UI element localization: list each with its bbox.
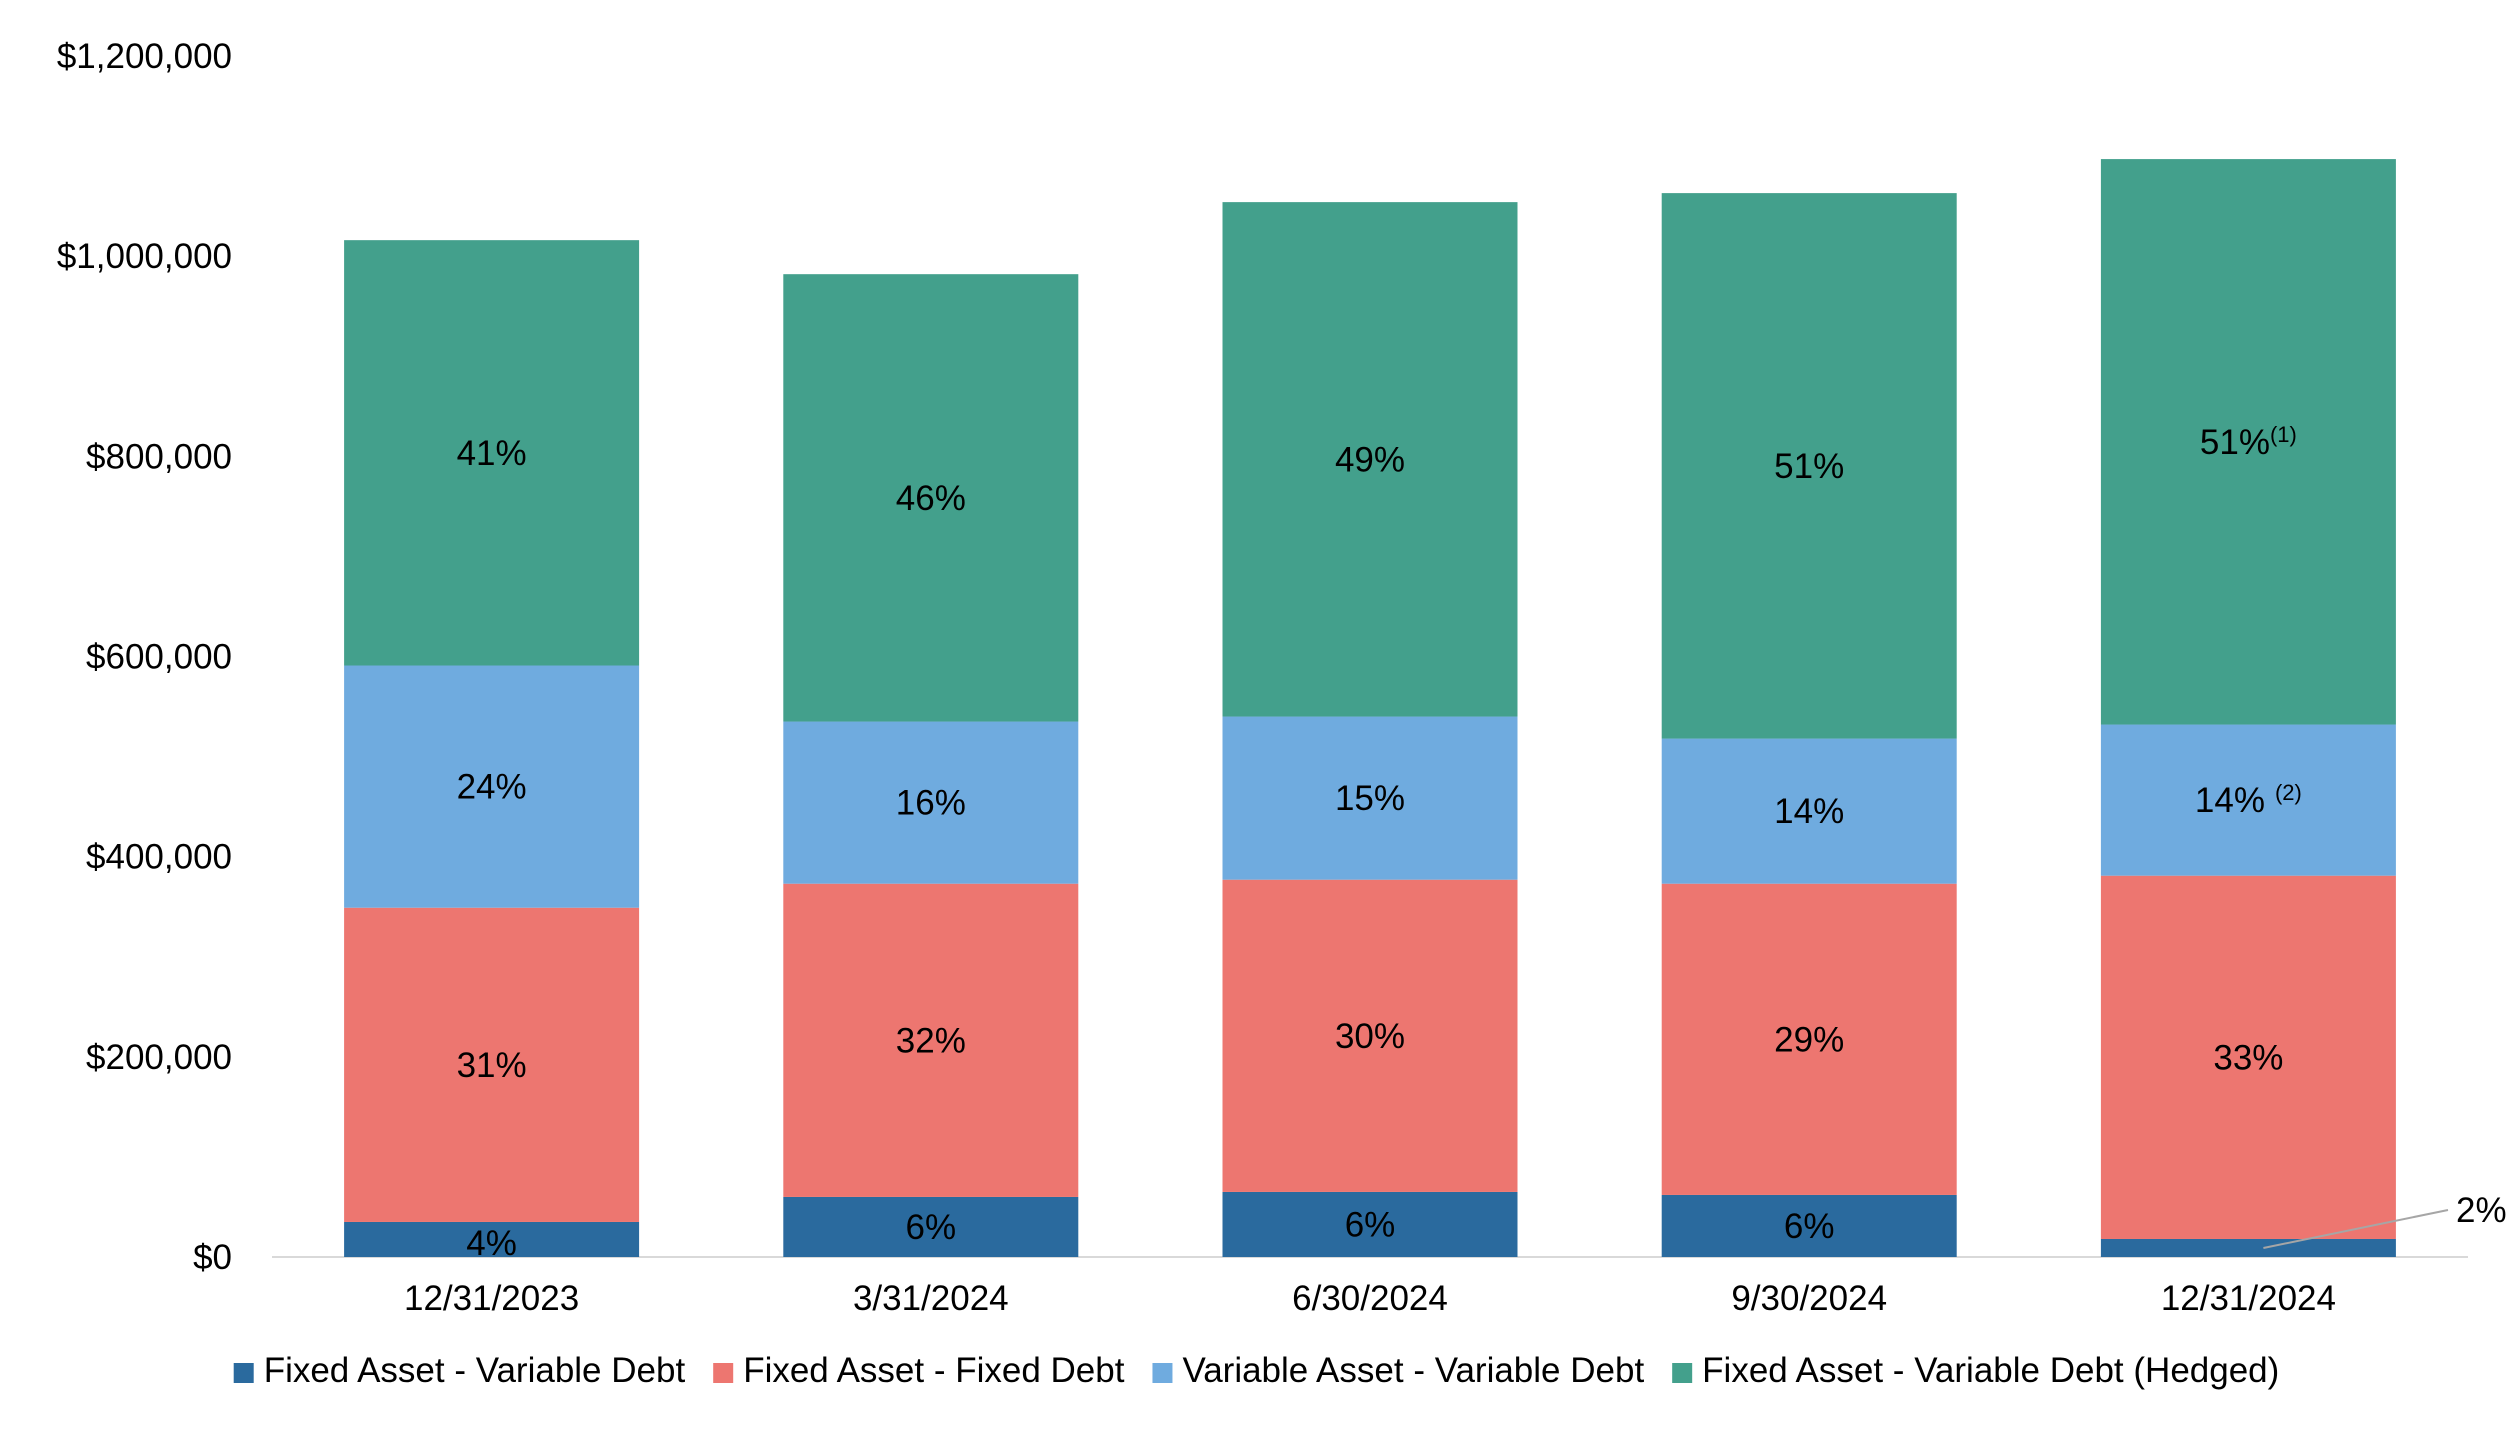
legend-swatch xyxy=(233,1363,254,1383)
bar-segment xyxy=(1661,883,1957,1195)
x-tick-label: 9/30/2024 xyxy=(1731,1279,1887,1318)
segment-label-value: 6% xyxy=(1345,1205,1396,1244)
segment-label-value: 15% xyxy=(1335,779,1405,818)
bar-segment xyxy=(783,1196,1079,1257)
legend-item: Fixed Asset - Fixed Debt xyxy=(713,1351,1125,1390)
bar-segment xyxy=(783,883,1079,1197)
bar-segment xyxy=(783,274,1079,722)
legend-item: Fixed Asset - Variable Debt xyxy=(233,1351,686,1390)
bar-segment xyxy=(1222,716,1518,880)
y-tick-label: $1,200,000 xyxy=(57,37,232,76)
bar-segment xyxy=(1661,738,1957,884)
segment-label-value: 4% xyxy=(466,1224,517,1263)
bars: 4% 31% 24% 41% 6% 32% 16% 46% 6% 30% 15% 49% 6% 29% 14… xyxy=(344,159,2396,1263)
segment-label-value: 24% xyxy=(457,768,527,807)
segment-label: 14% (2) xyxy=(2195,780,2302,820)
segment-label: 14% xyxy=(1774,792,1844,831)
legend: Fixed Asset - Variable Debt Fixed Asset -… xyxy=(233,1351,2279,1390)
x-tick-label: 12/31/2023 xyxy=(404,1279,579,1318)
segment-label-value: 33% xyxy=(2213,1038,2283,1077)
bar-segment xyxy=(2100,1238,2396,1257)
segment-label: 24% xyxy=(457,768,527,807)
legend-label: Fixed Asset - Variable Debt (Hedged) xyxy=(1702,1351,2279,1390)
bar-segment xyxy=(1222,202,1518,717)
y-axis-ticks: $0 $200,000 $400,000 $600,000 $800,000 $1,000… xyxy=(57,37,232,1277)
segment-label: 32% xyxy=(896,1021,966,1060)
y-tick-label: $400,000 xyxy=(86,838,232,877)
annotations: 2% xyxy=(2263,1191,2507,1249)
legend-label: Fixed Asset - Fixed Debt xyxy=(743,1351,1125,1390)
segment-label: 51% xyxy=(1774,447,1844,486)
segment-label-value: 41% xyxy=(457,434,527,473)
legend-swatch xyxy=(713,1363,734,1383)
bar-segment xyxy=(2100,724,2396,876)
segment-label: 30% xyxy=(1335,1017,1405,1056)
y-tick-label: $1,000,000 xyxy=(57,237,232,276)
bar-segment xyxy=(344,665,640,908)
bar-segment xyxy=(344,907,640,1222)
bar-stack: 33% 14% (2) 51%(1) xyxy=(2100,159,2396,1257)
x-tick-label: 12/31/2024 xyxy=(2161,1279,2336,1318)
footnote-marker: (2) xyxy=(2275,780,2302,805)
segment-label-value: 29% xyxy=(1774,1020,1844,1059)
segment-label: 31% xyxy=(457,1046,527,1085)
segment-label: 16% xyxy=(896,784,966,823)
bar-segment xyxy=(2100,159,2396,725)
segment-label-value: 32% xyxy=(896,1021,966,1060)
x-axis-ticks: 12/31/2023 3/31/2024 6/30/2024 9/30/2024 12/… xyxy=(404,1279,2336,1318)
segment-label: 6% xyxy=(1345,1205,1396,1244)
bar-segment xyxy=(1661,1194,1957,1257)
bar-segment xyxy=(1222,879,1518,1192)
segment-label: 4% xyxy=(466,1224,517,1263)
segment-label-value: 14% xyxy=(1774,792,1844,831)
footnote-marker: (1) xyxy=(2270,422,2297,447)
segment-label-value: 14% xyxy=(2195,781,2265,820)
segment-label: 49% xyxy=(1335,440,1405,479)
segment-label: 15% xyxy=(1335,779,1405,818)
bar-stack: 6% 30% 15% 49% xyxy=(1222,202,1518,1257)
y-tick-label: $0 xyxy=(193,1238,232,1277)
bar-segment xyxy=(1661,193,1957,739)
bar-segment xyxy=(783,721,1079,884)
segment-label: 29% xyxy=(1774,1020,1844,1059)
segment-label: 6% xyxy=(906,1208,957,1247)
x-tick-label: 3/31/2024 xyxy=(853,1279,1009,1318)
segment-label-value: 6% xyxy=(1784,1207,1835,1246)
segment-label: 6% xyxy=(1784,1207,1835,1246)
legend-item: Fixed Asset - Variable Debt (Hedged) xyxy=(1672,1351,2279,1390)
bar-segment xyxy=(2100,875,2396,1239)
leader-line xyxy=(2263,1209,2449,1249)
segment-label-value: 51% xyxy=(1774,447,1844,486)
x-tick-label: 6/30/2024 xyxy=(1292,1279,1448,1318)
y-tick-label: $200,000 xyxy=(86,1038,232,1077)
bar-segment xyxy=(344,240,640,666)
segment-label-value: 16% xyxy=(896,784,966,823)
y-tick-label: $800,000 xyxy=(86,437,232,476)
segment-label: 2% xyxy=(2456,1191,2507,1230)
segment-label: 46% xyxy=(896,479,966,518)
segment-label-value: 51% xyxy=(2200,423,2270,462)
segment-label: 33% xyxy=(2213,1038,2283,1077)
legend-swatch xyxy=(1152,1363,1173,1383)
segment-label-value: 30% xyxy=(1335,1017,1405,1056)
legend-item: Variable Asset - Variable Debt xyxy=(1152,1351,1644,1390)
segment-label-value: 46% xyxy=(896,479,966,518)
segment-label: 41% xyxy=(457,434,527,473)
bar-segment xyxy=(344,1221,640,1257)
bar-stack: 6% 29% 14% 51% xyxy=(1661,193,1957,1257)
y-tick-label: $600,000 xyxy=(86,638,232,677)
segment-label-value: 31% xyxy=(457,1046,527,1085)
bar-stack: 6% 32% 16% 46% xyxy=(783,274,1079,1257)
legend-label: Variable Asset - Variable Debt xyxy=(1182,1351,1644,1390)
segment-label-value: 6% xyxy=(906,1208,957,1247)
bar-stack: 4% 31% 24% 41% xyxy=(344,240,640,1263)
bar-segment xyxy=(1222,1191,1518,1257)
legend-swatch xyxy=(1672,1363,1693,1383)
legend-label: Fixed Asset - Variable Debt xyxy=(264,1351,686,1390)
segment-label-value: 49% xyxy=(1335,440,1405,479)
segment-label: 51%(1) xyxy=(2200,422,2297,462)
